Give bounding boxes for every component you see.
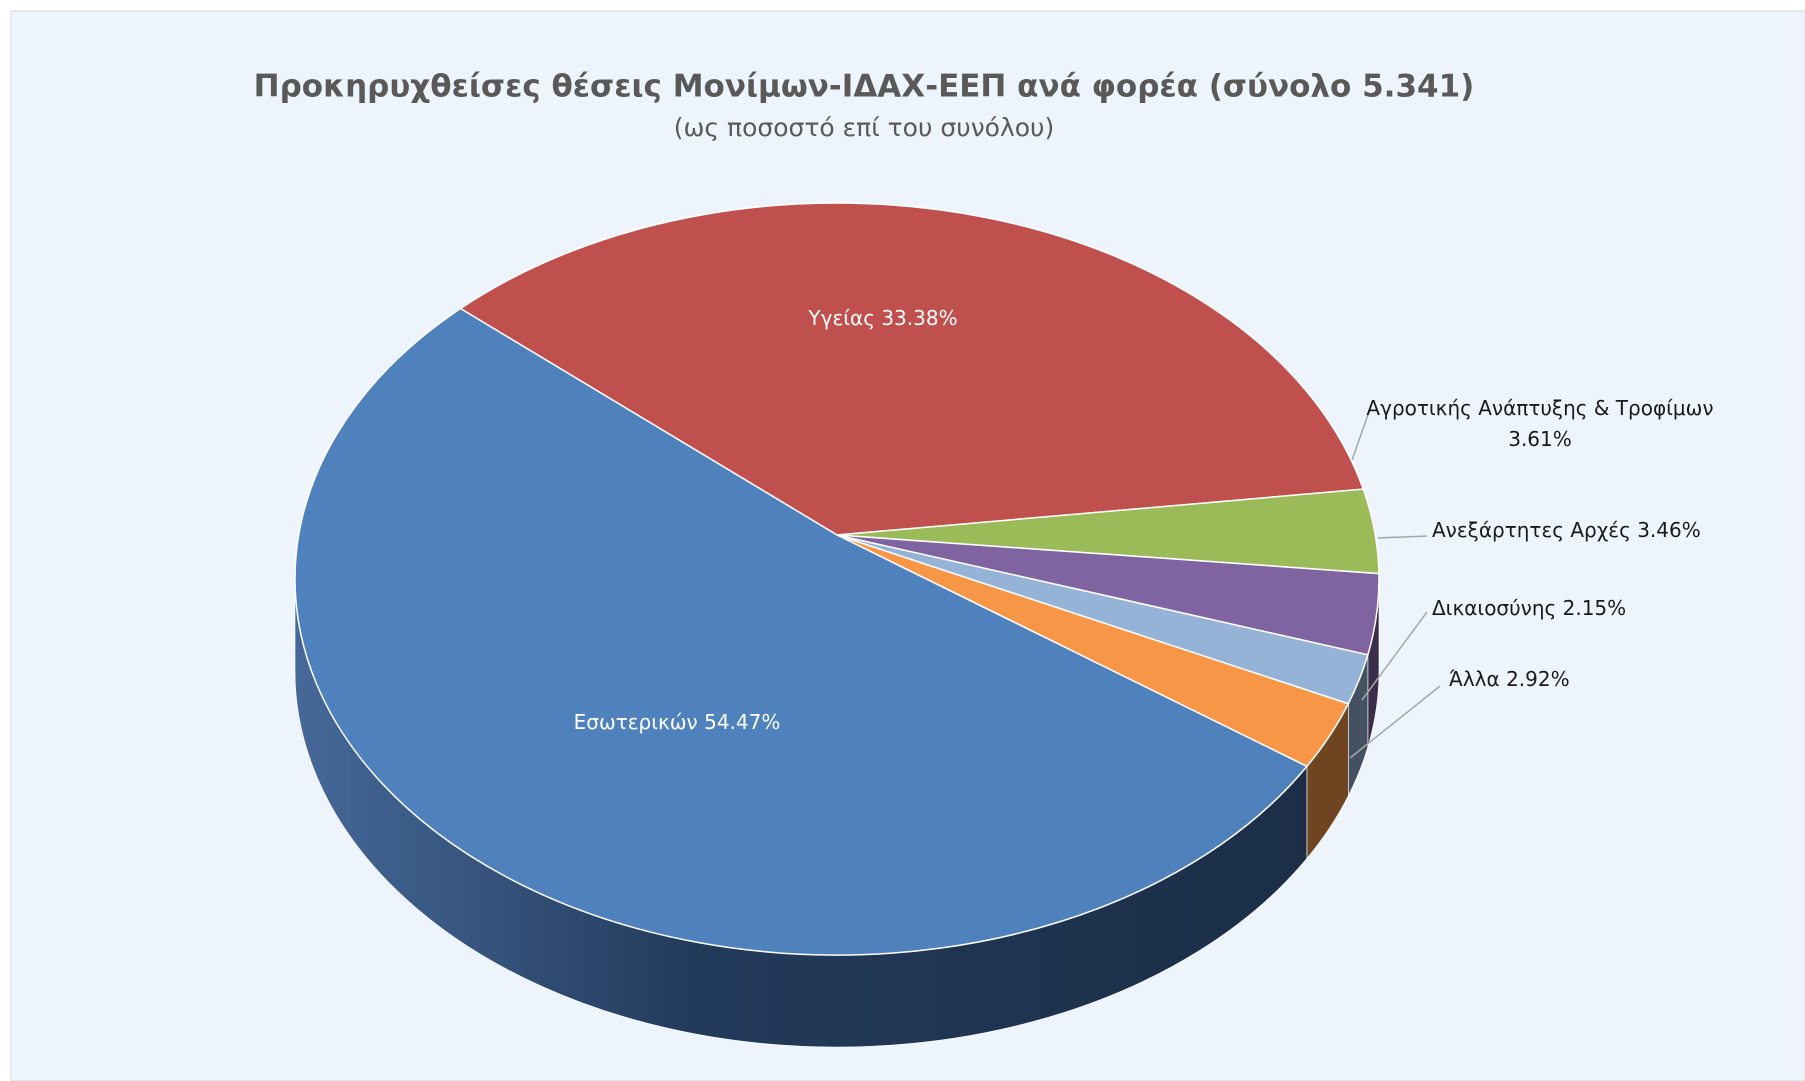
category-label: Αγροτικής Ανάπτυξης & Τροφίμων bbox=[1366, 396, 1713, 420]
value-label: 33.38% bbox=[881, 306, 957, 330]
value-label: 2.92% bbox=[1506, 667, 1570, 691]
category-label: Δικαιοσύνης bbox=[1432, 596, 1556, 620]
data-label: Ανεξάρτητες Αρχές 3.46% bbox=[1432, 518, 1701, 542]
category-label: Εσωτερικών bbox=[574, 710, 698, 734]
chart-title: Προκηρυχθείσες θέσεις Μονίμων-ΙΔΑΧ-ΕΕΠ α… bbox=[254, 69, 1475, 105]
category-label: Άλλα bbox=[1449, 667, 1500, 691]
leader-line bbox=[1361, 611, 1428, 701]
category-label: Ανεξάρτητες Αρχές bbox=[1432, 518, 1631, 542]
data-label: Υγείας 33.38% bbox=[807, 306, 957, 330]
data-label: Δικαιοσύνης 2.15% bbox=[1432, 596, 1626, 620]
value-label: 3.46% bbox=[1637, 518, 1701, 542]
data-label: Άλλα 2.92% bbox=[1449, 667, 1570, 691]
leader-line bbox=[1377, 535, 1428, 539]
pie-slice bbox=[294, 307, 1309, 956]
value-label: 3.61% bbox=[1508, 427, 1572, 451]
leader-line bbox=[1351, 408, 1371, 461]
value-label: 2.15% bbox=[1563, 596, 1627, 620]
data-label: Εσωτερικών 54.47% bbox=[574, 710, 781, 734]
category-label: Υγείας bbox=[807, 306, 875, 330]
chart-subtitle: (ως ποσοστό επί του συνόλου) bbox=[674, 113, 1055, 142]
value-label: 54.47% bbox=[704, 710, 780, 734]
pie-slice bbox=[459, 202, 1365, 536]
leader-line bbox=[1349, 685, 1441, 759]
data-label: Αγροτικής Ανάπτυξης & Τροφίμων 3.61% bbox=[1366, 396, 1713, 451]
